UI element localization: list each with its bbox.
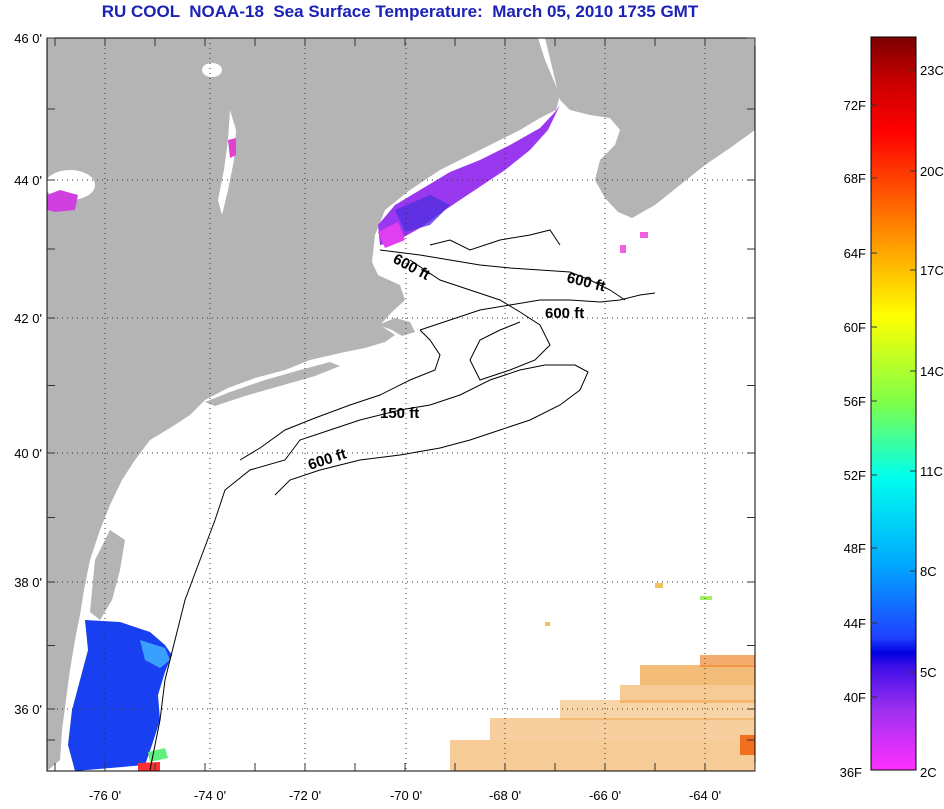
celsius-label: 5C [920, 665, 937, 680]
fahrenheit-label: 52F [844, 468, 866, 483]
lon-label: -70 0' [390, 788, 422, 803]
bathymetry-contours [149, 229, 656, 771]
land-cape-cod [378, 318, 415, 336]
lon-label: -74 0' [194, 788, 226, 803]
celsius-label: 8C [920, 564, 937, 579]
sst-scattered-pixels [545, 232, 712, 626]
sst-chesapeake-light [140, 640, 170, 668]
sst-gulf-stream [450, 655, 755, 771]
color-scale-bar [870, 36, 917, 771]
sst-gulf-of-maine-cold [378, 222, 405, 248]
lat-label: 36 0' [14, 702, 42, 717]
lon-label: -72 0' [289, 788, 321, 803]
fahrenheit-label: 68F [844, 171, 866, 186]
fahrenheit-label: 64F [844, 246, 866, 261]
fahrenheit-label: 56F [844, 394, 866, 409]
lake [202, 63, 222, 77]
fahrenheit-label: 40F [844, 690, 866, 705]
color-scale-ticks [871, 69, 916, 698]
lon-label: -68 0' [489, 788, 521, 803]
lat-label: 46 0' [14, 31, 42, 46]
celsius-label: 17C [920, 263, 944, 278]
celsius-label: 20C [920, 164, 944, 179]
celsius-label: 11C [920, 464, 943, 479]
graticule [47, 38, 755, 771]
land-mainland [47, 38, 560, 771]
map-frame [46, 37, 756, 772]
land-nova-scotia [545, 38, 755, 218]
sst-gulf-of-maine-blue [395, 195, 450, 232]
fahrenheit-label: 72F [844, 98, 866, 113]
sst-chesapeake-warm [138, 762, 160, 771]
lat-label: 44 0' [14, 173, 42, 188]
lon-label: -66 0' [589, 788, 621, 803]
depth-label: 150 ft [380, 405, 419, 422]
lon-label: -76 0' [89, 788, 121, 803]
land-long-island [205, 362, 340, 406]
map-title: RU COOL NOAA-18 Sea Surface Temperature:… [101, 2, 699, 21]
fahrenheit-label: 48F [844, 541, 866, 556]
sst-champlain-patch [228, 138, 236, 158]
celsius-label: 14C [920, 364, 944, 379]
sst-lake-patch [47, 190, 78, 212]
lon-label: -64 0' [689, 788, 721, 803]
fahrenheit-label: 36F [840, 765, 862, 780]
sst-chesapeake-green [148, 748, 168, 762]
lat-label: 40 0' [14, 446, 42, 461]
axis-ticks [47, 37, 756, 771]
fahrenheit-label: 60F [844, 320, 866, 335]
celsius-label: 23C [920, 63, 944, 78]
celsius-label: 2C [920, 765, 937, 780]
lake-champlain [218, 110, 236, 215]
depth-label: 600 ft [545, 305, 584, 322]
lat-label: 42 0' [14, 311, 42, 326]
lat-label: 38 0' [14, 575, 42, 590]
land-delmarva [90, 530, 125, 620]
fahrenheit-label: 44F [844, 616, 866, 631]
